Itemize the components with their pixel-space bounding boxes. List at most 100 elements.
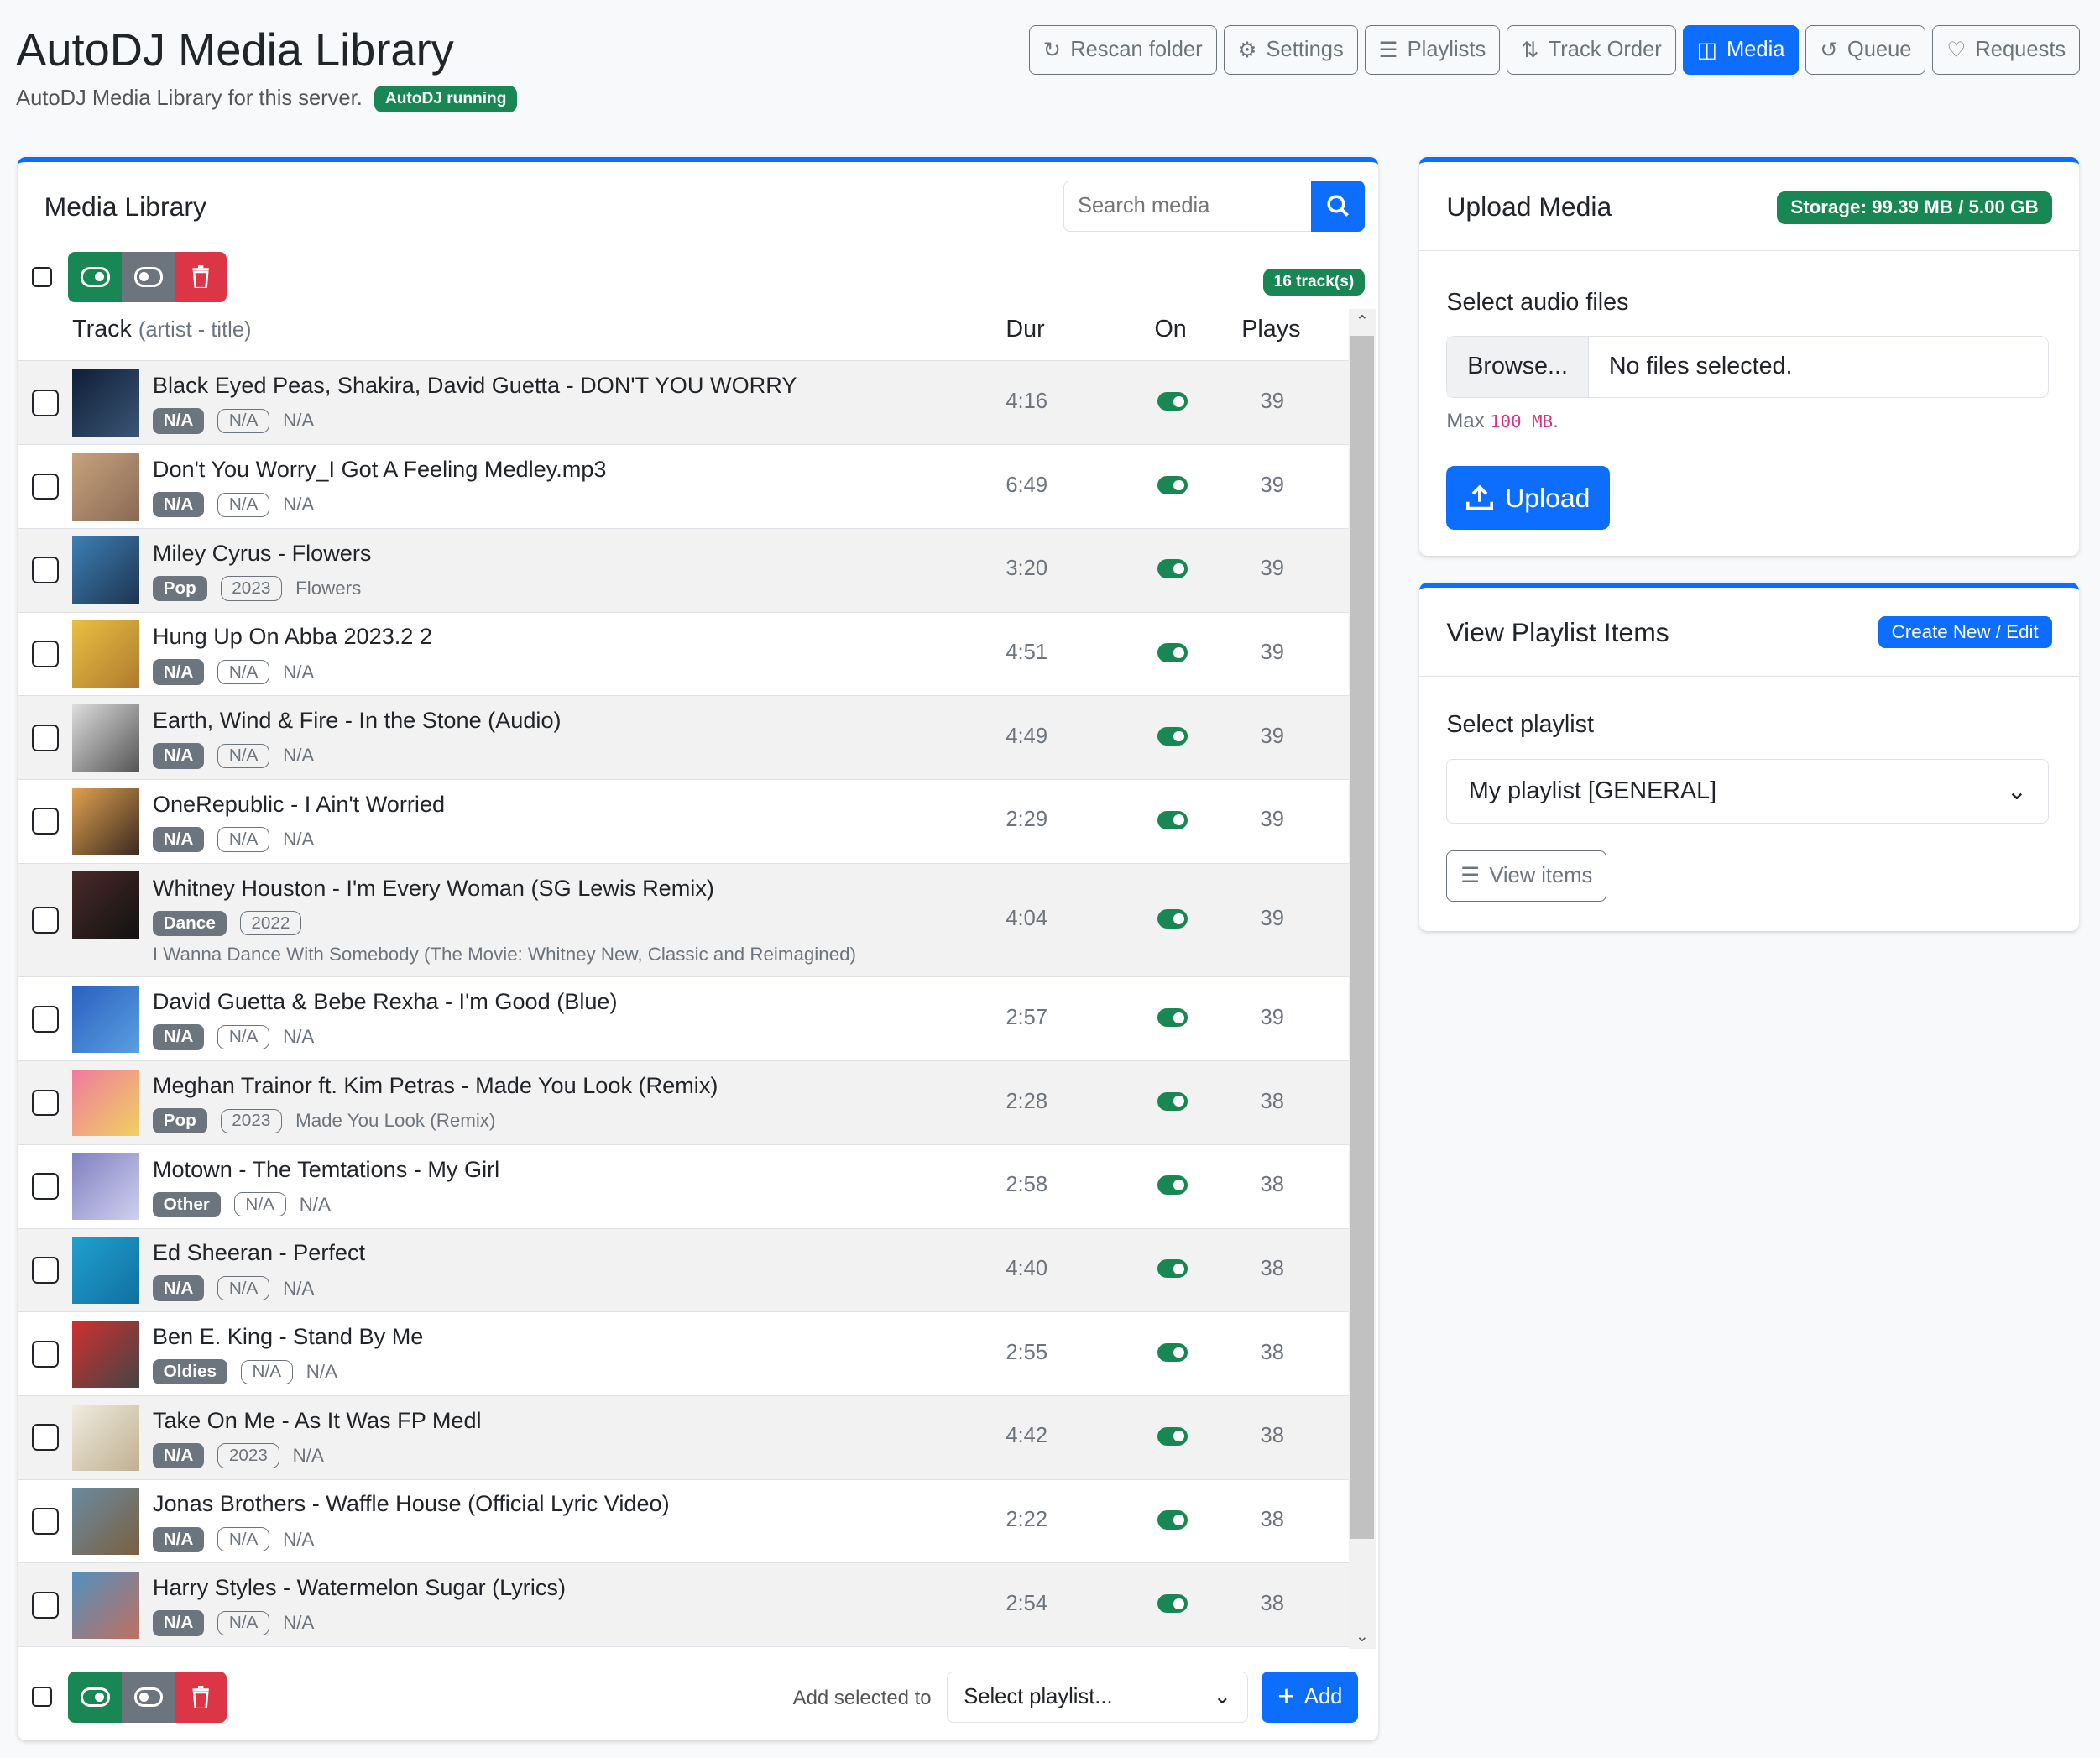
track-checkbox[interactable] <box>32 1340 60 1368</box>
track-row[interactable]: Hung Up On Abba 2023.2 2 N/A N/A N/A 4:51 … <box>17 613 1349 697</box>
track-enabled-toggle[interactable] <box>1157 726 1188 746</box>
playlist-items-card: View Playlist Items Create New / Edit Se… <box>1419 583 2079 931</box>
scroll-down-icon[interactable]: ⌄ <box>1355 1627 1369 1646</box>
chevron-down-icon: ⌄ <box>2006 778 2027 806</box>
delete-selected-button[interactable] <box>175 251 227 303</box>
track-checkbox[interactable] <box>32 1005 60 1033</box>
track-enabled-toggle[interactable] <box>1157 909 1188 929</box>
track-row[interactable]: Motown - The Temtations - My Girl Other N… <box>17 1145 1349 1229</box>
track-enabled-toggle[interactable] <box>1157 1259 1188 1279</box>
track-row[interactable]: Don't You Worry_I Got A Feeling Medley.m… <box>17 445 1349 529</box>
search-input[interactable] <box>1063 181 1312 232</box>
track-checkbox[interactable] <box>32 907 60 934</box>
bulk-actions-top <box>32 251 227 303</box>
enable-selected-bottom-button[interactable] <box>68 1672 123 1723</box>
album-text: Flowers <box>295 577 362 599</box>
track-checkbox[interactable] <box>32 1424 60 1452</box>
toggle-on-icon <box>80 1687 110 1708</box>
track-checkbox[interactable] <box>32 1591 60 1619</box>
enable-selected-button[interactable] <box>68 251 123 303</box>
column-plays[interactable]: Plays <box>1241 316 1301 343</box>
delete-selected-bottom-button[interactable] <box>175 1672 227 1723</box>
track-row[interactable]: Earth, Wind & Fire - In the Stone (Audio… <box>17 696 1349 781</box>
nav-settings-button[interactable]: ⚙ Settings <box>1223 25 1358 76</box>
album-art <box>72 453 139 521</box>
track-row[interactable]: Whitney Houston - I'm Every Woman (SG Le… <box>17 863 1349 978</box>
search-button[interactable] <box>1311 181 1365 232</box>
track-row[interactable]: Harry Styles - Watermelon Sugar (Lyrics)… <box>17 1563 1349 1648</box>
track-row[interactable]: Jonas Brothers - Waffle House (Official … <box>17 1480 1349 1564</box>
year-badge: 2023 <box>220 576 283 601</box>
column-dur[interactable]: Dur <box>1006 316 1045 343</box>
track-checkbox[interactable] <box>32 1089 60 1117</box>
chevron-down-icon: ⌄ <box>1213 1685 1232 1709</box>
browse-button[interactable]: Browse... <box>1447 337 1589 397</box>
album-art <box>72 1237 139 1304</box>
scrollbar-thumb[interactable] <box>1350 336 1375 1540</box>
track-checkbox[interactable] <box>32 473 60 500</box>
track-checkbox[interactable] <box>32 1508 60 1535</box>
nav-queue-button[interactable]: ↺ Queue <box>1805 25 1926 76</box>
disable-selected-button[interactable] <box>122 251 175 303</box>
track-enabled-toggle[interactable] <box>1157 1510 1188 1530</box>
track-enabled-toggle[interactable] <box>1157 1091 1188 1112</box>
album-text: N/A <box>299 1193 331 1215</box>
nav-rescan-folder-button[interactable]: ↻ Rescan folder <box>1028 25 1217 76</box>
track-checkbox[interactable] <box>32 808 60 835</box>
track-enabled-toggle[interactable] <box>1157 1426 1188 1446</box>
album-art <box>72 704 139 772</box>
track-enabled-toggle[interactable] <box>1157 1007 1188 1028</box>
scroll-up-icon[interactable]: ⌃ <box>1355 313 1369 332</box>
track-plays: 38 <box>1260 1173 1284 1197</box>
track-enabled-toggle[interactable] <box>1157 643 1188 662</box>
track-checkbox[interactable] <box>32 557 60 584</box>
select-files-label: Select audio files <box>1446 289 1629 317</box>
create-edit-button[interactable]: Create New / Edit <box>1878 615 2052 649</box>
track-row[interactable]: Ben E. King - Stand By Me Oldies N/A N/A 2… <box>17 1312 1349 1396</box>
album-art <box>72 985 139 1053</box>
table-header: Track (artist - title) Dur On Plays <box>17 309 1349 363</box>
disable-selected-bottom-button[interactable] <box>122 1672 175 1723</box>
track-title: Don't You Worry_I Got A Feeling Medley.m… <box>152 455 607 482</box>
add-button[interactable]: + Add <box>1262 1672 1359 1723</box>
track-checkbox[interactable] <box>32 1173 60 1201</box>
track-enabled-toggle[interactable] <box>1157 559 1188 578</box>
year-badge: N/A <box>217 492 270 517</box>
playlist-dropdown[interactable]: My playlist [GENERAL] ⌄ <box>1446 759 2050 824</box>
track-enabled-toggle[interactable] <box>1157 810 1188 829</box>
track-checkbox[interactable] <box>32 641 60 667</box>
playlist-select[interactable]: Select playlist... ⌄ <box>947 1672 1249 1723</box>
track-enabled-toggle[interactable] <box>1157 1342 1188 1363</box>
track-checkbox[interactable] <box>32 724 60 751</box>
track-checkbox[interactable] <box>32 1256 60 1284</box>
column-on[interactable]: On <box>1154 316 1187 343</box>
autodj-status-badge: AutoDJ running <box>374 86 518 112</box>
nav-media-button[interactable]: ◫ Media <box>1682 25 1800 76</box>
track-enabled-toggle[interactable] <box>1157 1175 1188 1195</box>
track-title: Harry Styles - Watermelon Sugar (Lyrics) <box>152 1574 566 1601</box>
select-all-bottom-checkbox[interactable] <box>32 1686 53 1707</box>
file-input[interactable]: Browse... No files selected. <box>1446 336 2050 398</box>
upload-button[interactable]: Upload <box>1446 465 1611 531</box>
nav-requests-button[interactable]: ♡ Requests <box>1932 25 2081 76</box>
scrollbar[interactable]: ⌃ ⌄ <box>1348 309 1376 1649</box>
track-duration: 4:04 <box>1006 907 1048 931</box>
track-row[interactable]: Take On Me - As It Was FP Medl N/A 2023 N/… <box>17 1395 1349 1480</box>
album-art <box>72 1153 139 1221</box>
track-row[interactable]: David Guetta & Bebe Rexha - I'm Good (Bl… <box>17 977 1349 1062</box>
nav-track-order-button[interactable]: ⇅ Track Order <box>1507 25 1676 76</box>
track-row[interactable]: Miley Cyrus - Flowers Pop 2023 Flowers 3:2… <box>17 528 1349 613</box>
view-items-button[interactable]: ☰ View items <box>1446 850 1607 902</box>
track-enabled-toggle[interactable] <box>1157 1594 1188 1614</box>
track-row[interactable]: OneRepublic - I Ain't Worried N/A N/A N/A … <box>17 780 1349 864</box>
track-enabled-toggle[interactable] <box>1157 392 1188 411</box>
track-plays: 38 <box>1260 1424 1284 1448</box>
track-duration: 2:28 <box>1006 1089 1048 1113</box>
track-checkbox[interactable] <box>32 389 60 416</box>
nav-playlists-button[interactable]: ☰ Playlists <box>1364 25 1501 76</box>
track-row[interactable]: Meghan Trainor ft. Kim Petras - Made You… <box>17 1061 1349 1145</box>
select-all-checkbox[interactable] <box>32 266 53 287</box>
track-enabled-toggle[interactable] <box>1157 475 1188 495</box>
track-row[interactable]: Ed Sheeran - Perfect N/A N/A N/A 4:40 38 <box>17 1228 1349 1313</box>
track-row[interactable]: Black Eyed Peas, Shakira, David Guetta -… <box>17 361 1349 446</box>
